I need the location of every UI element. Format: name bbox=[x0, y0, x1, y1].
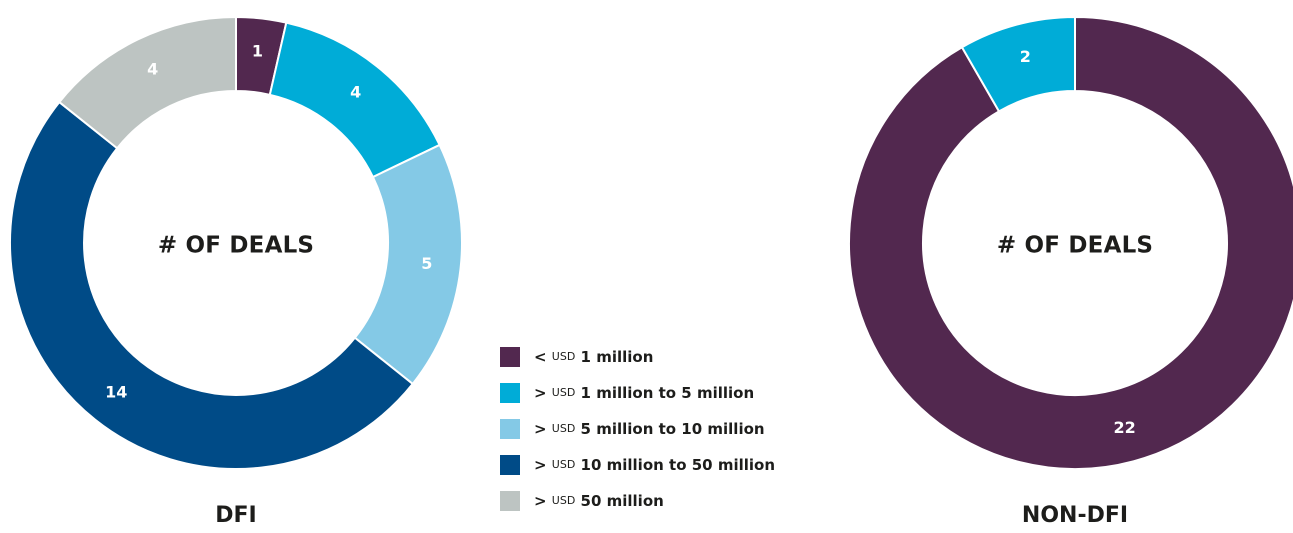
slice-2 bbox=[353, 143, 463, 386]
dfi-chart-title: DFI bbox=[215, 503, 256, 528]
legend-swatch bbox=[500, 491, 520, 511]
slice-label-0: 1 bbox=[252, 42, 263, 61]
legend-label: > USD 1 million to 5 million bbox=[534, 384, 754, 402]
legend-label: > USD 5 million to 10 million bbox=[534, 420, 765, 438]
legend-item: > USD 5 million to 10 million bbox=[500, 419, 765, 439]
slice-label-1: 4 bbox=[350, 82, 361, 101]
legend-unit: USD bbox=[552, 386, 576, 399]
non-dfi-slices bbox=[848, 15, 1293, 470]
legend-text: 10 million to 50 million bbox=[575, 456, 775, 474]
legend-swatch bbox=[500, 455, 520, 475]
legend-label: < USD 1 million bbox=[534, 348, 653, 366]
legend-label: > USD 50 million bbox=[534, 492, 664, 510]
legend-unit: USD bbox=[552, 350, 576, 363]
slice-label-3: 14 bbox=[105, 383, 127, 402]
legend: < USD 1 million > USD 1 million to 5 mill… bbox=[500, 347, 775, 511]
dfi-center-label: # OF DEALS bbox=[158, 233, 314, 259]
legend-unit: USD bbox=[552, 422, 576, 435]
slice-3 bbox=[9, 100, 415, 470]
legend-symbol: > bbox=[534, 456, 552, 474]
legend-item: > USD 1 million to 5 million bbox=[500, 383, 754, 403]
legend-item: > USD 50 million bbox=[500, 491, 664, 511]
legend-item: < USD 1 million bbox=[500, 347, 653, 367]
legend-text: 5 million to 10 million bbox=[575, 420, 764, 438]
legend-text: 50 million bbox=[575, 492, 664, 510]
slice-label-4: 4 bbox=[147, 60, 158, 79]
legend-symbol: > bbox=[534, 384, 552, 402]
slice-label-1: 2 bbox=[1020, 47, 1031, 66]
legend-symbol: > bbox=[534, 492, 552, 510]
legend-symbol: > bbox=[534, 420, 552, 438]
non-dfi-chart-title: NON-DFI bbox=[1022, 503, 1128, 528]
slice-label-2: 5 bbox=[421, 254, 432, 273]
legend-swatch bbox=[500, 383, 520, 403]
legend-label: > USD 10 million to 50 million bbox=[534, 456, 775, 474]
legend-text: 1 million bbox=[575, 348, 653, 366]
slice-4 bbox=[57, 15, 237, 150]
slice-label-0: 22 bbox=[1114, 418, 1136, 437]
slice-1 bbox=[960, 15, 1076, 113]
non-dfi-center-label: # OF DEALS bbox=[997, 233, 1153, 259]
dfi-slices bbox=[9, 15, 463, 470]
slice-0 bbox=[848, 15, 1293, 470]
non-dfi-donut-chart: 222 # OF DEALS NON-DFI bbox=[848, 15, 1293, 528]
non-dfi-slice-labels: 222 bbox=[1020, 47, 1136, 437]
legend-unit: USD bbox=[552, 458, 576, 471]
legend-swatch bbox=[500, 419, 520, 439]
legend-swatch bbox=[500, 347, 520, 367]
legend-text: 1 million to 5 million bbox=[575, 384, 754, 402]
legend-symbol: < bbox=[534, 348, 552, 366]
legend-unit: USD bbox=[552, 494, 576, 507]
legend-item: > USD 10 million to 50 million bbox=[500, 455, 775, 475]
